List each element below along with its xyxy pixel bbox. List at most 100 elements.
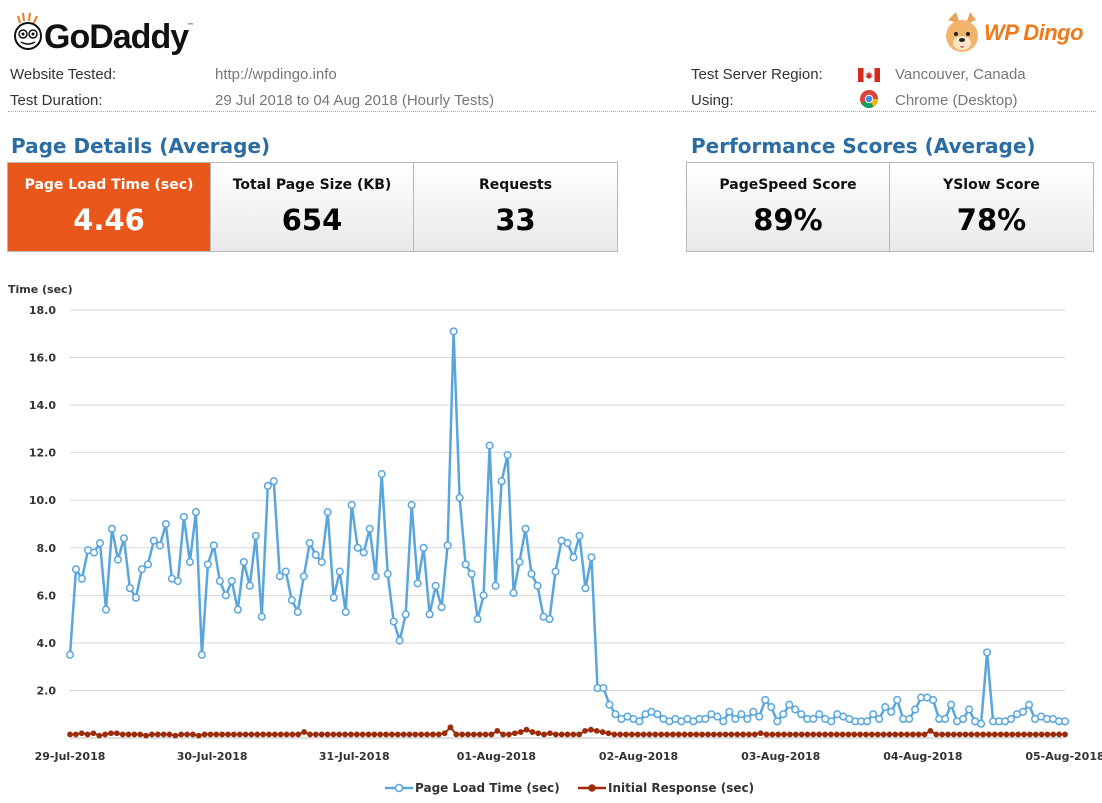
initial-response-point [652, 731, 659, 738]
page-load-time-point [599, 684, 608, 693]
page-load-time-point [95, 538, 105, 548]
page-load-time-point [737, 710, 746, 719]
initial-response-point [886, 731, 893, 738]
initial-response-point [904, 731, 910, 738]
page-load-time-point [401, 610, 410, 619]
page-load-time-point [131, 593, 140, 602]
initial-response-point [511, 730, 518, 737]
page-load-time-point [1024, 700, 1034, 709]
initial-response-point [787, 731, 793, 738]
x-tick-label: 29-Jul-2018 [35, 750, 106, 763]
initial-response-point [494, 727, 501, 734]
page-load-time-point [317, 557, 326, 567]
page-load-time-point [173, 577, 182, 586]
page-load-time-point [359, 548, 368, 557]
initial-response-point [418, 731, 425, 738]
card-label: Total Page Size (KB) [232, 177, 392, 193]
card-value: 654 [281, 203, 343, 237]
initial-response-point [78, 730, 85, 737]
page-load-time-point [365, 524, 374, 533]
initial-response-point [1038, 731, 1045, 738]
initial-response-point [307, 731, 313, 738]
initial-response-point [763, 731, 770, 738]
page-load-time-point [137, 565, 146, 574]
initial-response-point [1032, 731, 1039, 738]
page-load-time-point [911, 705, 920, 714]
initial-response-point [1062, 731, 1068, 738]
page-load-time-point [257, 612, 266, 621]
page-load-time-point [149, 536, 158, 545]
initial-response-point [90, 730, 97, 737]
initial-response-point [611, 731, 618, 738]
brand-name: GoDaddy [44, 18, 189, 56]
partner-name: WP Dingo [984, 20, 1084, 45]
initial-response-point [810, 731, 817, 738]
initial-response-point [980, 731, 986, 738]
initial-response-point [429, 731, 436, 738]
initial-response-point [915, 731, 922, 738]
initial-response-point [716, 731, 723, 738]
pagespeed-score-card: PageSpeed Score 89% [687, 163, 890, 251]
initial-response-point [547, 730, 553, 737]
initial-response-point [933, 731, 940, 738]
page-load-time-point [893, 695, 902, 705]
website-tested-label: Website Tested: [10, 66, 117, 83]
page-load-time-point [1007, 714, 1016, 724]
initial-response-point [277, 731, 284, 738]
page-load-time-point [473, 615, 482, 624]
initial-response-point [400, 731, 407, 738]
initial-response-point [131, 731, 138, 738]
initial-response-point [675, 731, 682, 738]
initial-response-point [669, 731, 676, 738]
initial-response-point [757, 730, 764, 737]
page-load-time-point [293, 607, 302, 617]
initial-response-point [383, 731, 389, 738]
page-load-time-point [323, 508, 332, 517]
y-tick-label: 10.0 [29, 494, 56, 507]
initial-response-point [664, 731, 670, 738]
page-load-time-point [239, 557, 248, 567]
initial-response-point [359, 731, 366, 738]
page-load-time-point [455, 493, 464, 502]
page-load-time-point [425, 610, 434, 619]
page-load-time-point [743, 714, 752, 724]
page-load-time-point [179, 512, 188, 521]
page-load-time-point [281, 567, 290, 576]
initial-response-point [1003, 731, 1010, 738]
chrome-icon [860, 90, 878, 109]
initial-response-point [781, 731, 787, 738]
page-load-time-point [497, 477, 506, 486]
page-load-time-point [161, 519, 170, 529]
y-tick-label: 6.0 [37, 589, 57, 602]
page-load-time-point [89, 548, 99, 557]
page-load-time-point [569, 553, 578, 562]
y-tick-label: 16.0 [29, 352, 56, 365]
initial-response-point [266, 731, 272, 738]
initial-response-point [377, 731, 384, 738]
test-duration-label: Test Duration: [10, 92, 103, 109]
initial-response-point [1056, 731, 1063, 738]
initial-response-point [593, 727, 600, 734]
page-load-time-point [551, 567, 560, 576]
page-load-time-point [299, 572, 308, 581]
initial-response-point [84, 731, 91, 738]
initial-response-point [219, 731, 226, 738]
page-load-time-point [305, 538, 314, 548]
page-load-time-point [533, 581, 542, 590]
wpdingo-logo [946, 12, 978, 52]
page-load-time-point [185, 557, 194, 567]
initial-response-point [804, 731, 811, 738]
page-load-time-point [377, 470, 386, 479]
page-load-time-point [563, 538, 572, 548]
page-load-time-point [197, 650, 206, 659]
page-load-time-point [467, 569, 476, 578]
initial-response-point [113, 730, 120, 737]
page-load-time-point [311, 550, 320, 559]
initial-response-point [558, 731, 565, 738]
mascot-icon [14, 12, 42, 50]
initial-response-point [72, 731, 79, 738]
initial-response-point [465, 731, 471, 738]
initial-response-point [178, 731, 185, 738]
initial-response-point [658, 731, 665, 738]
initial-response-point [119, 731, 126, 738]
